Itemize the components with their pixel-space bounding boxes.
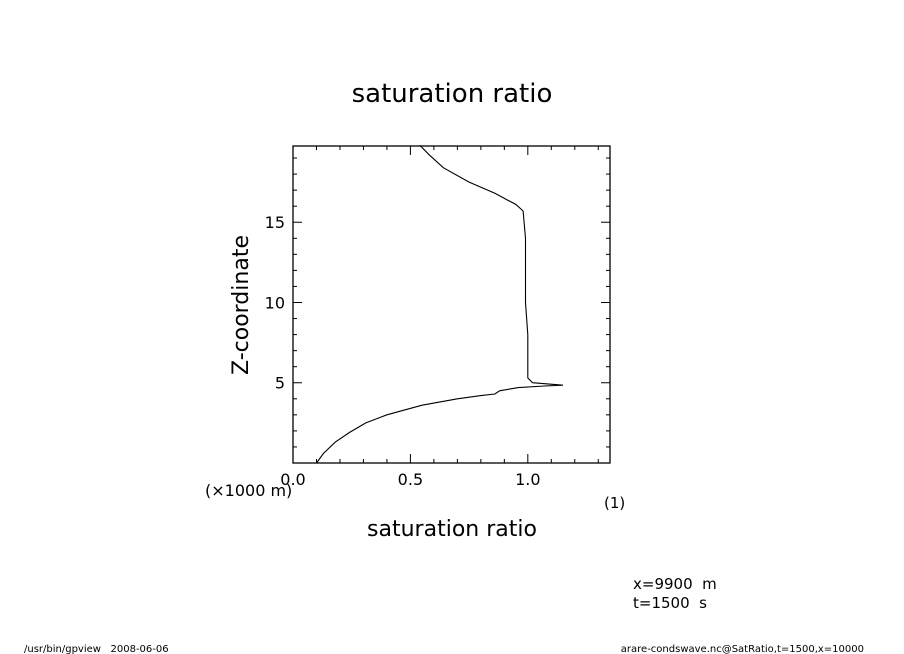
tick-labels: 0.0 0.5 1.0 5 10 15 <box>265 213 541 489</box>
y-tick-label: 5 <box>275 374 285 393</box>
y-tick-label: 15 <box>265 213 285 232</box>
saturation-ratio-line <box>316 144 564 464</box>
plot-frame <box>292 145 611 464</box>
coordinate-x-readout: x=9900 m <box>633 575 717 593</box>
y-axis-label: Z-coordinate <box>229 235 254 375</box>
footer-right: arare-condswave.nc@SatRatio,t=1500,x=100… <box>621 644 864 654</box>
axis-ticks <box>293 146 610 463</box>
y-axis-unit: (×1000 m) <box>205 481 292 500</box>
footer-left: /usr/bin/gpview 2008-06-06 <box>24 644 169 654</box>
x-axis-label: saturation ratio <box>367 517 537 542</box>
x-tick-label: 0.0 <box>280 470 305 489</box>
x-axis-unit: (1) <box>604 494 625 512</box>
chart-title: saturation ratio <box>352 79 553 109</box>
coordinate-t-readout: t=1500 s <box>633 594 707 612</box>
x-tick-label: 0.5 <box>398 470 423 489</box>
x-tick-label: 1.0 <box>515 470 540 489</box>
y-tick-label: 10 <box>265 293 285 312</box>
